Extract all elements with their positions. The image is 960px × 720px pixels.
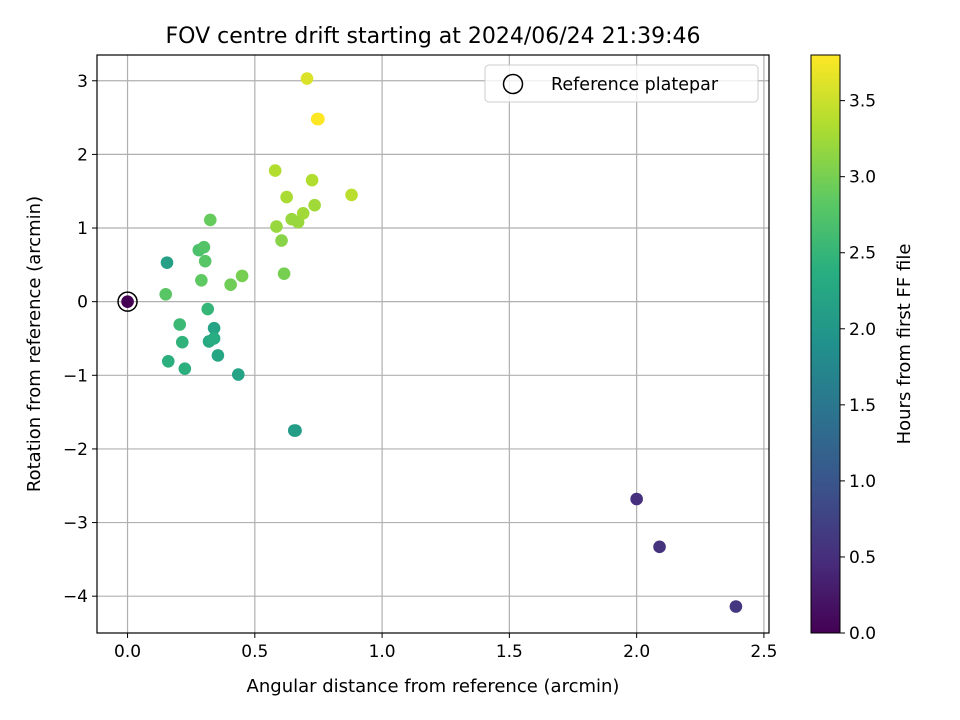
y-tick-label: −4 (63, 587, 88, 607)
y-tick-label: 0 (77, 293, 88, 313)
y-tick-label: −3 (63, 514, 88, 534)
data-point (201, 302, 215, 316)
data-point (197, 240, 211, 254)
data-point (268, 164, 282, 177)
data-point (300, 72, 314, 85)
data-point (277, 267, 291, 280)
x-tick-label: 1.0 (369, 642, 396, 662)
y-tick-label: −1 (63, 366, 88, 386)
data-point (289, 424, 302, 437)
data-point (729, 600, 743, 613)
data-point (161, 355, 175, 368)
x-tick-label: 0.0 (114, 642, 141, 662)
y-tick-label: 1 (77, 219, 88, 239)
colorbar-gradient (810, 54, 841, 634)
data-point (207, 332, 221, 345)
legend-reference-marker (502, 73, 524, 95)
colorbar-tick-label: 2.0 (849, 320, 876, 340)
x-tick-label: 1.5 (496, 642, 523, 662)
legend-label: Reference platepar (551, 75, 719, 95)
data-point (270, 220, 283, 233)
data-point (275, 234, 288, 247)
data-point (203, 213, 217, 227)
data-point (198, 254, 212, 268)
y-tick-label: −2 (63, 440, 88, 460)
data-point (211, 349, 225, 362)
colorbar-label: Hours from first FF file (894, 244, 915, 445)
data-point (310, 112, 324, 126)
legend-box (484, 64, 759, 103)
x-axis-ticks: 0.0 0.5 1.0 1.5 2.0 2.5 (114, 633, 777, 662)
plot-frame (96, 54, 770, 634)
data-point (345, 188, 358, 202)
data-point (207, 321, 221, 335)
data-point (224, 278, 237, 292)
colorbar-tick-label: 0.5 (849, 548, 876, 568)
data-point (231, 368, 245, 381)
colorbar-tick-label: 1.0 (849, 472, 876, 492)
data-point (630, 492, 643, 506)
data-point (160, 256, 174, 269)
data-point (175, 335, 189, 349)
y-tick-label: 3 (77, 72, 88, 92)
data-point (178, 362, 192, 375)
data-point (235, 269, 249, 283)
data-point (296, 207, 310, 220)
data-point (159, 287, 173, 301)
data-point (653, 540, 666, 554)
x-tick-label: 2.5 (750, 642, 777, 662)
colorbar-tick-label: 0.0 (849, 624, 876, 644)
data-point (308, 198, 321, 212)
x-tick-label: 2.0 (623, 642, 650, 662)
data-point (173, 318, 187, 331)
x-tick-label: 0.5 (241, 642, 268, 662)
colorbar-tick-label: 3.5 (849, 92, 876, 112)
colorbar: 0.0 0.5 1.0 1.5 2.0 2.5 3.0 3.5 Hours from firs… (810, 54, 915, 644)
y-tick-label: 2 (77, 145, 88, 165)
colorbar-tick-label: 1.5 (849, 396, 876, 416)
colorbar-ticks: 0.0 0.5 1.0 1.5 2.0 2.5 3.0 3.5 (840, 92, 876, 644)
data-point (195, 274, 208, 287)
colorbar-tick-label: 2.5 (849, 244, 876, 264)
grid-lines (97, 55, 769, 633)
data-point (121, 295, 134, 308)
reference-marker (117, 291, 138, 312)
y-axis-ticks: −4 −3 −2 −1 0 1 2 3 (63, 72, 97, 607)
data-point (280, 190, 293, 204)
chart-title: FOV centre drift starting at 2024/06/24 … (166, 24, 701, 49)
data-points (121, 72, 743, 613)
x-axis-label: Angular distance from reference (arcmin) (247, 676, 620, 697)
colorbar-tick-label: 3.0 (849, 168, 876, 188)
data-point (305, 173, 319, 187)
reference-point-marker (117, 291, 138, 312)
y-axis-label: Rotation from reference (arcmin) (24, 196, 45, 492)
legend: Reference platepar (484, 64, 759, 103)
